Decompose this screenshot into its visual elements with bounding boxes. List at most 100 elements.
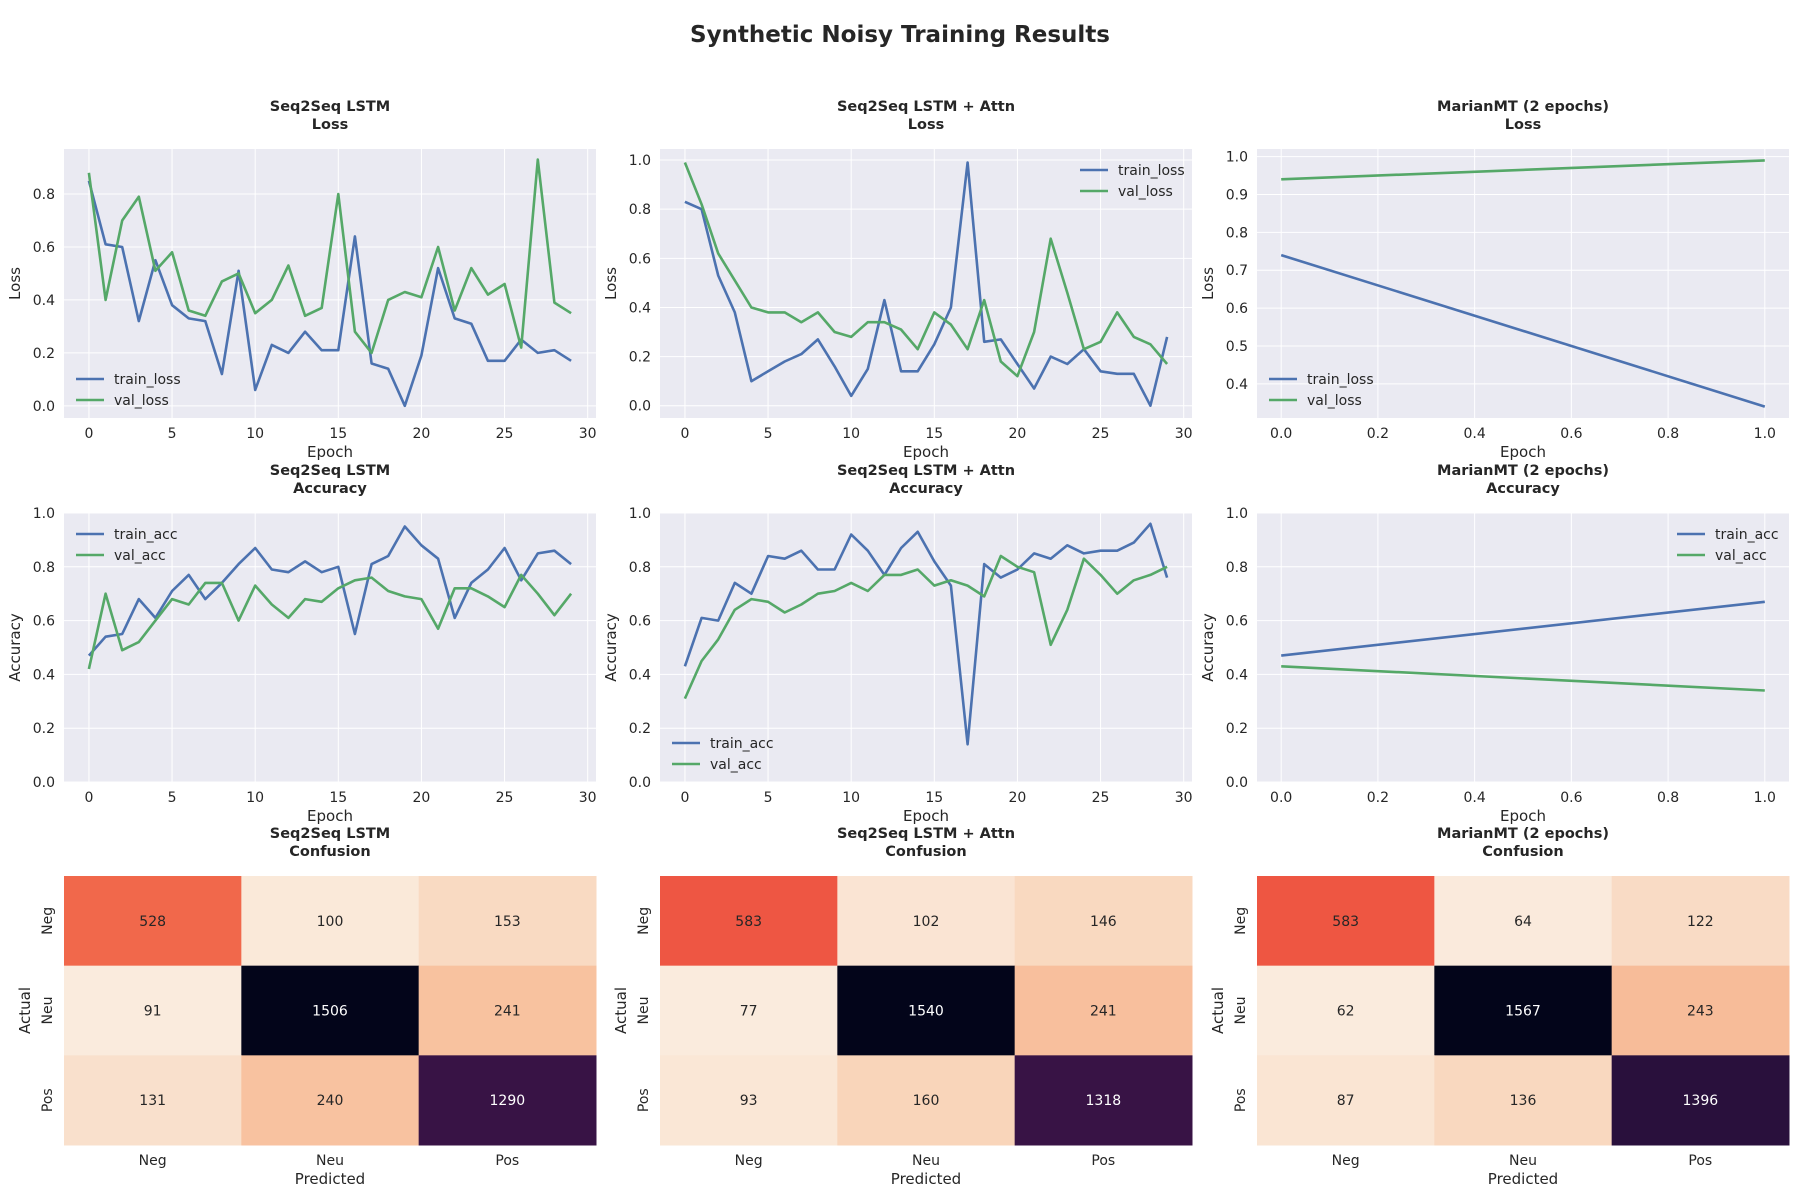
y-tick-label: 0.7 (1226, 263, 1248, 279)
heatmap-cell (1014, 1055, 1193, 1146)
y-tick-label: 0.4 (1226, 377, 1248, 393)
x-tick-label: 5 (764, 426, 773, 442)
heatmap-cell (1257, 1055, 1435, 1146)
legend-label: train_acc (114, 527, 178, 543)
subplot-grid: 0 5 10 15 20 25 30 0.0 0.2 0.4 0.6 0.8 Epoch Loss trai… (6, 99, 1790, 1188)
y-tick-label: 0.4 (33, 293, 55, 309)
plot-area (660, 513, 1192, 782)
cell-value: 136 (1510, 1093, 1537, 1109)
line-chart-s2s-acc: 0 5 10 15 20 25 30 0.0 0.2 0.4 0.6 0.8 1.0 Epoch Accur… (6, 463, 597, 825)
x-tick-label: Neu (1509, 1153, 1537, 1169)
cell-value: 1290 (490, 1093, 526, 1109)
panel-title-line2: Accuracy (293, 481, 367, 497)
x-tick-label: 20 (1009, 426, 1027, 442)
heatmap-cell (660, 965, 838, 1056)
x-tick-label: 25 (496, 426, 514, 442)
y-tick-label: 0.2 (33, 346, 55, 362)
panel-title-line1: Seq2Seq LSTM (270, 99, 390, 115)
x-tick-label: Neg (139, 1153, 167, 1169)
x-tick-label: 20 (413, 790, 431, 806)
x-tick-label: Neg (1332, 1153, 1360, 1169)
x-tick-label: 0.2 (1367, 790, 1389, 806)
y-axis-label: Actual (612, 987, 630, 1034)
series-line-val-loss (683, 162, 1169, 378)
series-line-val-acc (1281, 665, 1765, 692)
heatmap-cell (660, 1055, 838, 1146)
panel-title-line2: Confusion (885, 844, 966, 860)
cell-value: 1318 (1086, 1093, 1122, 1109)
heatmap-cell (837, 1055, 1016, 1146)
y-tick-label: 1.0 (1226, 150, 1248, 166)
y-tick-label: 0.4 (629, 300, 651, 316)
y-axis-label: Loss (6, 267, 24, 300)
y-tick-label: 0.4 (33, 667, 55, 683)
heatmap-attn-conf: 583 102 146 77 1540 241 93 160 1318 Neg Neu Pos Neg N… (612, 826, 1193, 1188)
series-line-train-acc (1281, 600, 1765, 657)
series-line-train-loss (87, 180, 572, 408)
y-tick-label: 0.4 (1226, 667, 1248, 683)
heatmap-cell (64, 876, 242, 967)
x-tick-label: 0.4 (1464, 790, 1486, 806)
heatmap-cell (1434, 965, 1613, 1056)
panel-title-line2: Loss (908, 117, 944, 133)
series-line-train-loss (684, 161, 1169, 408)
y-axis-label: Accuracy (6, 613, 24, 682)
panel-title-line2: Accuracy (1486, 481, 1560, 497)
y-tick-label: 0.6 (629, 614, 651, 630)
y-tick-label: 0.2 (1226, 721, 1248, 737)
legend-label: train_acc (1715, 527, 1779, 543)
x-tick-label: 30 (1175, 790, 1193, 806)
legend: train_loss val_loss (1269, 372, 1374, 409)
heatmap-cell (1611, 965, 1790, 1056)
x-tick-label: 0.8 (1657, 426, 1679, 442)
series-line-val-acc (683, 554, 1168, 700)
panel-title-line1: Seq2Seq LSTM + Attn (837, 99, 1015, 115)
y-tick-label: 0.8 (1226, 560, 1248, 576)
y-tick-label: Neu (40, 997, 56, 1025)
y-tick-label: 0.6 (1226, 614, 1248, 630)
x-tick-label: 20 (1009, 790, 1027, 806)
heatmap-cell (1611, 876, 1790, 967)
y-tick-label: 0.6 (33, 614, 55, 630)
x-tick-label: 25 (1092, 426, 1110, 442)
y-tick-label: Neu (636, 997, 652, 1025)
line-chart-s2s-loss: 0 5 10 15 20 25 30 0.0 0.2 0.4 0.6 0.8 Epoch Loss trai… (6, 99, 597, 461)
y-tick-label: 0.0 (1226, 775, 1248, 791)
legend: train_loss val_loss (76, 372, 181, 409)
y-tick-label: 1.0 (33, 506, 55, 522)
panel-title-line1: MarianMT (2 epochs) (1437, 463, 1609, 479)
cell-value: 528 (139, 914, 166, 930)
series-line-val-acc (87, 573, 573, 670)
panel-title-line2: Loss (312, 117, 348, 133)
y-tick-label: 1.0 (629, 506, 651, 522)
y-axis-label: Loss (602, 267, 620, 300)
series-line-val-loss (87, 158, 572, 355)
y-tick-label: 0.8 (33, 187, 55, 203)
x-tick-label: Neu (316, 1153, 344, 1169)
x-tick-label: 0.6 (1560, 790, 1582, 806)
panel-title-line2: Accuracy (889, 481, 963, 497)
legend-label: val_acc (114, 548, 166, 564)
y-tick-label: 0.5 (1226, 339, 1248, 355)
heatmap-cell (1257, 876, 1435, 967)
x-tick-label: 10 (246, 426, 264, 442)
y-tick-label: 0.8 (629, 202, 651, 218)
y-tick-label: 0.6 (1226, 301, 1248, 317)
heatmap-cell (418, 1055, 597, 1146)
x-tick-label: Pos (1091, 1153, 1115, 1169)
series-line-train-acc (683, 522, 1169, 746)
cell-value: 131 (139, 1093, 166, 1109)
x-tick-label: 1.0 (1754, 790, 1776, 806)
panel-title-line1: MarianMT (2 epochs) (1437, 99, 1609, 115)
x-tick-label: 30 (1175, 426, 1193, 442)
heatmap-marian-conf: 583 64 122 62 1567 243 87 136 1396 Neg Neu Pos Neg Ne… (1209, 826, 1790, 1188)
cell-value: 93 (740, 1093, 758, 1109)
cell-value: 1540 (908, 1004, 944, 1020)
y-tick-label: Pos (1233, 1088, 1249, 1112)
heatmap-s2s-conf: 528 100 153 91 1506 241 131 240 1290 Neg Neu Pos Neg… (16, 826, 597, 1188)
heatmap-cell (837, 876, 1016, 967)
y-tick-label: 0.8 (33, 560, 55, 576)
series-line-train-acc (87, 525, 572, 657)
y-tick-label: Neg (636, 907, 652, 935)
